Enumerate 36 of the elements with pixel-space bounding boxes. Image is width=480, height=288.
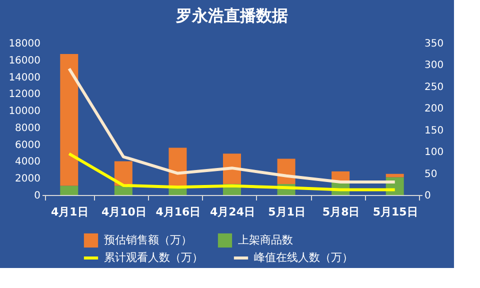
x-tick-label: 4月24日 xyxy=(210,206,255,218)
legend-label: 峰值在线人数（万） xyxy=(254,251,353,264)
line-series xyxy=(68,152,396,192)
x-tick-label: 5月8日 xyxy=(322,206,360,218)
y-tick-label: 14000 xyxy=(8,72,40,84)
y2-tick-label: 200 xyxy=(424,104,444,115)
bar xyxy=(114,186,132,195)
line-series xyxy=(68,67,396,184)
y2-tick-label: 50 xyxy=(424,168,438,180)
chart-title: 罗永浩直播数据 xyxy=(175,6,288,25)
x-tick-label: 5月15日 xyxy=(372,206,418,218)
y-tick-label: 12000 xyxy=(8,89,40,100)
y-tick-label: 4000 xyxy=(15,156,40,168)
y2-tick-label: 100 xyxy=(424,147,444,158)
x-tick-label: 4月1日 xyxy=(50,206,88,218)
x-tick-label: 4月16日 xyxy=(156,206,201,218)
bar xyxy=(386,174,404,178)
y2-tick-label: 250 xyxy=(424,82,444,93)
bar xyxy=(60,54,78,186)
y-tick-label: 0 xyxy=(34,190,40,202)
legend-label: 累计观看人数（万） xyxy=(104,251,203,264)
x-tick-label: 4月10日 xyxy=(101,206,146,218)
y-tick-label: 18000 xyxy=(8,38,40,50)
y-tick-label: 6000 xyxy=(15,140,40,151)
bar xyxy=(60,186,78,195)
y2-tick-label: 350 xyxy=(424,38,444,50)
y-tick-label: 10000 xyxy=(8,106,40,118)
y-tick-label: 8000 xyxy=(15,122,40,134)
y2-tick-label: 150 xyxy=(424,125,444,136)
y-tick-label: 2000 xyxy=(15,174,40,185)
legend-label: 预估销售额（万） xyxy=(104,233,192,246)
x-tick-label: 5月1日 xyxy=(268,206,306,218)
legend-label: 上架商品数 xyxy=(238,233,293,246)
y2-tick-label: 0 xyxy=(424,190,431,202)
y2-tick-label: 300 xyxy=(424,60,444,72)
y-tick-label: 16000 xyxy=(8,55,40,66)
